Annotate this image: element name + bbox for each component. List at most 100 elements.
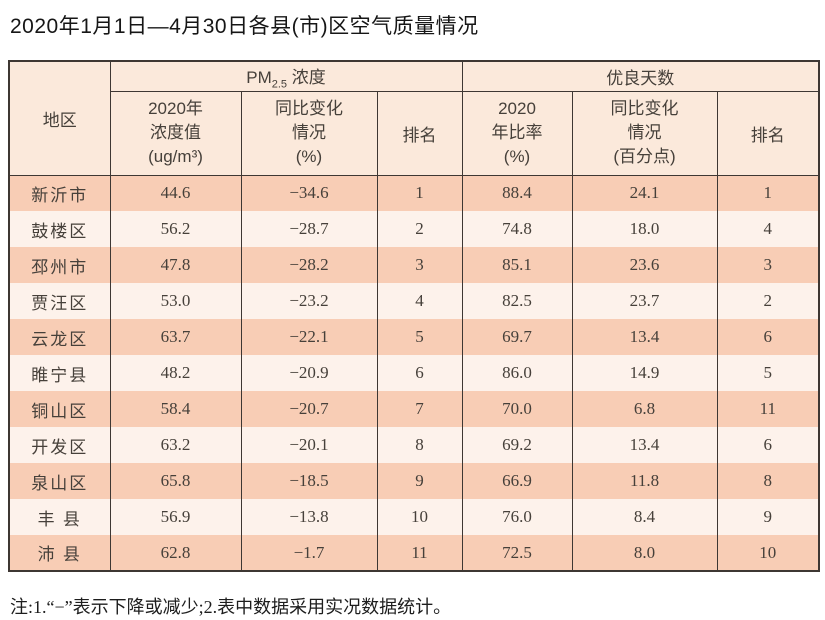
ratio-rank-cell: 2 (716, 283, 820, 319)
header-region: 地区 (8, 61, 111, 176)
pm-rank-cell: 2 (376, 211, 463, 247)
pm-rank-cell: 8 (376, 427, 463, 463)
table-row: 云龙区 63.7 −22.1 5 69.7 13.4 6 (8, 319, 820, 355)
ratio-cell: 69.7 (461, 319, 573, 355)
header-line: 浓度值 (150, 123, 201, 143)
table-row: 新沂市 44.6 −34.6 1 88.4 24.1 1 (8, 175, 820, 211)
region-cell: 沛 县 (8, 535, 111, 571)
pm-rank-cell: 7 (376, 391, 463, 427)
region-cell: 云龙区 (8, 319, 111, 355)
pm-subscript: 2.5 (271, 77, 288, 90)
ratio-change-cell: 14.9 (571, 355, 718, 391)
pm-change-cell: −22.1 (240, 319, 378, 355)
table-row: 铜山区 58.4 −20.7 7 70.0 6.8 11 (8, 391, 820, 427)
pm-value-cell: 63.7 (109, 319, 242, 355)
ratio-cell: 69.2 (461, 427, 573, 463)
ratio-rank-cell: 8 (716, 463, 820, 499)
pm-rank-cell: 3 (376, 247, 463, 283)
table-row: 贾汪区 53.0 −23.2 4 82.5 23.7 2 (8, 283, 820, 319)
pm-change-cell: −20.9 (240, 355, 378, 391)
ratio-rank-cell: 9 (716, 499, 820, 535)
pm-value-cell: 44.6 (109, 175, 242, 211)
pm-value-cell: 56.9 (109, 499, 242, 535)
header-line: 情况 (292, 123, 326, 143)
header-line: (%) (295, 146, 323, 166)
header-line: (百分点) (613, 146, 676, 166)
header-good-days-group: 优良天数 (461, 61, 820, 92)
region-cell: 新沂市 (8, 175, 111, 211)
table-row: 丰 县 56.9 −13.8 10 76.0 8.4 9 (8, 499, 820, 535)
ratio-cell: 88.4 (461, 175, 573, 211)
region-cell: 贾汪区 (8, 283, 111, 319)
ratio-rank-cell: 6 (716, 427, 820, 463)
air-quality-table: 地区 PM2.5 浓度 优良天数 2020年 浓度值 (ug/m³) 同比变化 … (8, 60, 821, 572)
ratio-cell: 74.8 (461, 211, 573, 247)
ratio-change-cell: 18.0 (571, 211, 718, 247)
ratio-rank-cell: 3 (716, 247, 820, 283)
table-row: 睢宁县 48.2 −20.9 6 86.0 14.9 5 (8, 355, 820, 391)
pm-value-cell: 56.2 (109, 211, 242, 247)
region-cell: 睢宁县 (8, 355, 111, 391)
pm-rank-cell: 4 (376, 283, 463, 319)
header-ratio: 2020 年比率 (%) (461, 91, 573, 176)
pm-rank-cell: 5 (376, 319, 463, 355)
ratio-rank-cell: 4 (716, 211, 820, 247)
region-cell: 铜山区 (8, 391, 111, 427)
header-line: 2020 (498, 99, 536, 119)
ratio-cell: 66.9 (461, 463, 573, 499)
ratio-change-cell: 24.1 (571, 175, 718, 211)
pm-change-cell: −20.1 (240, 427, 378, 463)
ratio-rank-cell: 5 (716, 355, 820, 391)
header-group-row: 地区 PM2.5 浓度 优良天数 (8, 61, 820, 176)
page-title: 2020年1月1日—4月30日各县(市)区空气质量情况 (10, 15, 479, 38)
header-sub-row: 2020年 浓度值 (ug/m³) 同比变化 情况 (%) 排名 2020 年比… (9, 91, 820, 176)
header-line: (ug/m³) (148, 146, 203, 166)
pm-change-cell: −18.5 (240, 463, 378, 499)
header-line: (%) (503, 146, 531, 166)
header-pm25-group: PM2.5 浓度 (109, 61, 463, 92)
pm-value-cell: 62.8 (109, 535, 242, 571)
ratio-change-cell: 23.6 (571, 247, 718, 283)
ratio-cell: 70.0 (461, 391, 573, 427)
pm-rank-cell: 11 (376, 535, 463, 571)
pm-change-cell: −20.7 (240, 391, 378, 427)
table-row: 鼓楼区 56.2 −28.7 2 74.8 18.0 4 (8, 211, 820, 247)
pm-rank-cell: 1 (376, 175, 463, 211)
header-ratio-change: 同比变化 情况 (百分点) (571, 91, 718, 176)
table-row: 沛 县 62.8 −1.7 11 72.5 8.0 10 (8, 535, 820, 571)
pm-value-cell: 53.0 (109, 283, 242, 319)
header-line: 同比变化 (610, 99, 679, 119)
ratio-rank-cell: 6 (716, 319, 820, 355)
pm-rank-cell: 6 (376, 355, 463, 391)
pm-value-cell: 63.2 (109, 427, 242, 463)
header-line: 情况 (627, 123, 662, 143)
header-ratio-rank: 排名 (716, 91, 820, 176)
pm-change-cell: −28.7 (240, 211, 378, 247)
footnote: 注:1.“−”表示下降或减少;2.表中数据采用实况数据统计。 (10, 597, 452, 617)
region-cell: 泉山区 (8, 463, 111, 499)
pm-label: PM (246, 67, 272, 87)
pm-rank-cell: 9 (376, 463, 463, 499)
ratio-change-cell: 13.4 (571, 319, 718, 355)
ratio-rank-cell: 1 (716, 175, 820, 211)
region-cell: 鼓楼区 (8, 211, 111, 247)
table-row: 邳州市 47.8 −28.2 3 85.1 23.6 3 (8, 247, 820, 283)
pm-value-cell: 58.4 (109, 391, 242, 427)
header-line: 同比变化 (275, 99, 343, 119)
pm-value-cell: 47.8 (109, 247, 242, 283)
pm-value-cell: 48.2 (109, 355, 242, 391)
ratio-cell: 72.5 (461, 535, 573, 571)
pm-change-cell: −1.7 (240, 535, 378, 571)
ratio-change-cell: 11.8 (571, 463, 718, 499)
pm-rank-cell: 10 (376, 499, 463, 535)
ratio-change-cell: 8.0 (571, 535, 718, 571)
region-cell: 丰 县 (8, 499, 111, 535)
ratio-cell: 76.0 (461, 499, 573, 535)
header-pm-change: 同比变化 情况 (%) (240, 91, 378, 176)
pm-change-cell: −13.8 (240, 499, 378, 535)
region-cell: 开发区 (8, 427, 111, 463)
region-cell: 邳州市 (8, 247, 111, 283)
ratio-change-cell: 13.4 (571, 427, 718, 463)
ratio-cell: 85.1 (461, 247, 573, 283)
